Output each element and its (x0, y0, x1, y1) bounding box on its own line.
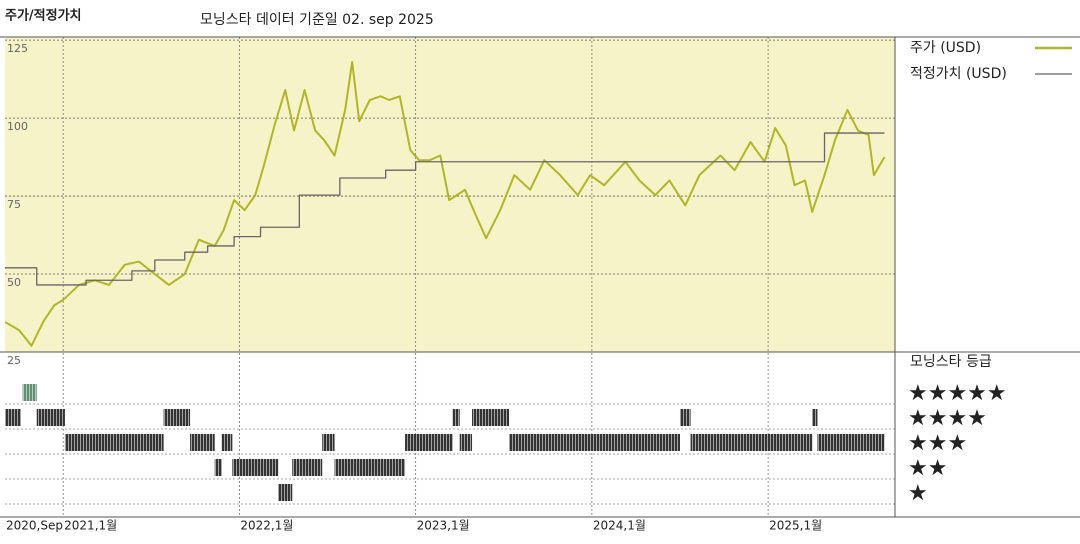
rating-texture (5, 409, 21, 426)
rating-texture (472, 409, 510, 426)
rating-texture (334, 459, 406, 476)
rating-label: ★★★★★ (908, 381, 1007, 406)
x-tick-label: 2023,1월 (417, 519, 470, 533)
chart-subtitle: 모닝스타 데이터 기준일 02. sep 2025 (200, 12, 434, 28)
rating-texture (278, 484, 293, 501)
x-tick-label: 2022,1월 (240, 519, 293, 533)
rating-texture (509, 434, 680, 451)
rating-texture (221, 434, 233, 451)
rating-texture (22, 384, 37, 401)
rating-texture (322, 434, 335, 451)
rating-texture (452, 409, 460, 426)
rating-texture (292, 459, 323, 476)
rating-texture (812, 409, 818, 426)
rating-texture (163, 409, 191, 426)
rating-label: ★ (908, 481, 928, 506)
rating-label: ★★★ (908, 431, 967, 456)
x-tick-label: 2025,1월 (769, 519, 822, 533)
rating-texture (459, 434, 473, 451)
y-tick-label: 25 (7, 354, 21, 367)
legend-label: 주가 (USD) (910, 40, 981, 56)
x-tick-label: 2020,Sep (6, 519, 63, 533)
rating-texture (232, 459, 279, 476)
rating-texture (190, 434, 215, 451)
legend-label: 적정가치 (USD) (910, 66, 1007, 82)
rating-texture (690, 434, 813, 451)
rating-texture (817, 434, 885, 451)
legend-title: 모닝스타 등급 (910, 354, 992, 370)
y-tick-label: 125 (7, 42, 28, 55)
series-line (5, 132, 885, 286)
rating-texture (36, 409, 65, 426)
x-tick-label: 2024,1월 (593, 519, 646, 533)
y-tick-label: 50 (7, 276, 21, 289)
y-tick-label: 100 (7, 120, 28, 133)
rating-texture (214, 459, 222, 476)
rating-texture (64, 434, 164, 451)
rating-texture (679, 409, 691, 426)
rating-texture (405, 434, 453, 451)
rating-label: ★★ (908, 456, 947, 481)
chart-title: 주가/적정가치 (5, 8, 82, 24)
plot-background (5, 37, 895, 352)
y-tick-label: 75 (7, 198, 21, 211)
rating-label: ★★★★ (908, 406, 987, 431)
x-tick-label: 2021,1월 (64, 519, 117, 533)
